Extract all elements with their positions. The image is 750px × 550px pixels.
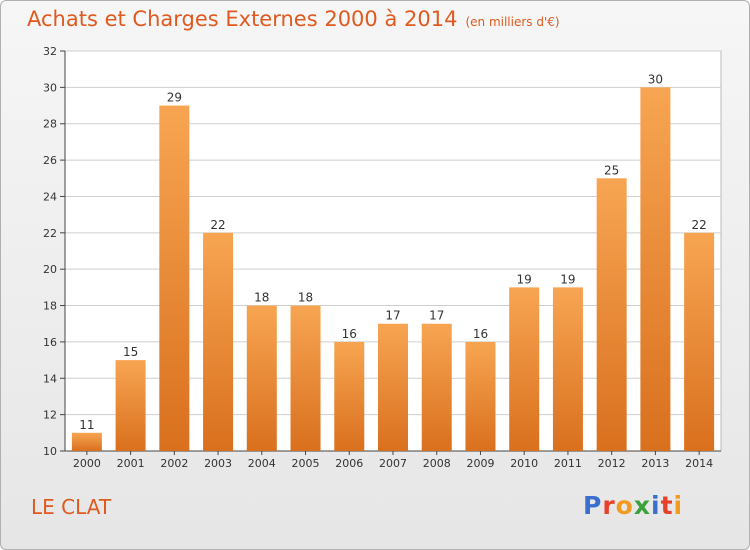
title-text: Achats et Charges Externes 2000 à 2014 [27, 7, 458, 31]
data-label: 17 [385, 309, 400, 323]
bar [203, 232, 234, 451]
chart-subtitle: (en milliers d'€) [465, 15, 560, 29]
data-label: 22 [691, 218, 706, 232]
x-tick-label: 2003 [204, 457, 232, 470]
y-tick-label: 32 [43, 45, 57, 58]
y-tick-label: 22 [43, 227, 57, 240]
logo-letter: o [615, 491, 634, 520]
y-tick-label: 16 [43, 336, 57, 349]
x-tick-label: 2002 [160, 457, 188, 470]
logo-letter: r [602, 491, 616, 520]
x-tick-label: 2000 [73, 457, 101, 470]
bar [159, 105, 190, 451]
x-tick-label: 2001 [117, 457, 145, 470]
logo-letter: i [673, 491, 684, 520]
commune-name: LE CLAT [31, 495, 112, 519]
data-label: 16 [473, 327, 488, 341]
x-tick-label: 2008 [423, 457, 451, 470]
y-tick-label: 20 [43, 263, 57, 276]
x-tick-label: 2011 [554, 457, 582, 470]
bar [640, 87, 671, 451]
data-label: 25 [604, 163, 619, 177]
proxiti-logo: Proxiti [583, 491, 683, 520]
x-tick-label: 2004 [248, 457, 276, 470]
bar [421, 323, 452, 451]
chart-title: Achats et Charges Externes 2000 à 2014 (e… [27, 7, 560, 31]
bar [246, 305, 277, 451]
bar [465, 341, 496, 451]
y-tick-label: 14 [43, 372, 57, 385]
data-label: 29 [167, 91, 182, 105]
y-tick-label: 26 [43, 154, 57, 167]
x-tick-label: 2010 [510, 457, 538, 470]
y-tick-label: 10 [43, 445, 57, 458]
y-tick-label: 30 [43, 81, 57, 94]
data-label: 18 [298, 291, 313, 305]
bar [552, 287, 583, 451]
y-tick-label: 28 [43, 118, 57, 131]
x-tick-label: 2014 [685, 457, 713, 470]
bar [509, 287, 540, 451]
x-tick-label: 2005 [292, 457, 320, 470]
bar [596, 178, 627, 452]
bar [115, 360, 146, 451]
data-label: 19 [560, 272, 575, 286]
x-tick-label: 2009 [466, 457, 494, 470]
bar [71, 432, 102, 451]
x-tick-label: 2006 [335, 457, 363, 470]
data-label: 18 [254, 291, 269, 305]
data-label: 16 [342, 327, 357, 341]
data-label: 19 [517, 272, 532, 286]
logo-letter: P [583, 491, 603, 520]
logo-letter: i [651, 491, 661, 520]
x-tick-label: 2012 [598, 457, 626, 470]
data-label: 17 [429, 309, 444, 323]
bar [334, 341, 365, 451]
data-label: 30 [648, 72, 663, 86]
data-label: 11 [79, 418, 94, 432]
data-label: 15 [123, 345, 138, 359]
logo-letter: x [633, 491, 651, 520]
bar [290, 305, 321, 451]
y-tick-label: 24 [43, 190, 57, 203]
y-tick-label: 18 [43, 300, 57, 313]
x-tick-label: 2007 [379, 457, 407, 470]
bar [378, 323, 408, 451]
y-tick-label: 12 [43, 409, 57, 422]
x-tick-label: 2013 [641, 457, 669, 470]
logo-letter: t [660, 491, 674, 520]
data-label: 22 [210, 218, 225, 232]
bar [684, 232, 715, 451]
